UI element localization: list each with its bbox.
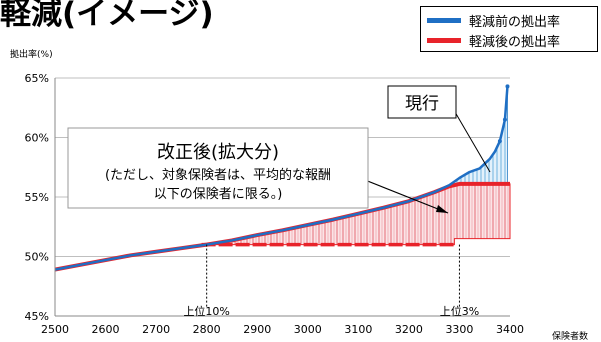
series-point-before [502,117,507,122]
expansion-note-line2: 以下の保険者に限る。) [154,187,283,202]
y-tick-label-55: 55% [25,191,49,204]
series-line-before [54,86,509,271]
legend-item-after: 軽減後の拠出率 [427,31,561,50]
y-tick-label-50: 50% [25,251,49,264]
x-tick-label-2800: 2800 [193,323,221,336]
page-title: 軽減(イメージ) [0,0,214,32]
current-area [448,86,508,186]
legend-swatch-before [427,17,461,23]
x-tick-label-2500: 2500 [41,323,69,336]
legend-item-before: 軽減前の拠出率 [427,11,561,30]
marker-label-0: 上位10% [183,304,229,318]
x-tick-label-2700: 2700 [142,323,170,336]
series-point-before [505,84,510,89]
x-tick-label-3100: 3100 [344,323,372,336]
y-tick-label-45: 45% [25,310,49,323]
legend-swatch-after [427,37,461,43]
marker-label-1: 上位3% [440,304,479,318]
y-axis-label: 拠出率(%) [10,48,53,60]
current-callout: 現行 [387,85,491,173]
x-tick-label-3300: 3300 [445,323,473,336]
chart-legend: 軽減前の拠出率 軽減後の拠出率 [420,6,598,52]
y-tick-label-65: 65% [25,72,49,85]
expansion-title: 改正後(拡大分) [157,142,279,163]
legend-label-before: 軽減前の拠出率 [469,14,561,30]
x-axis-label: 保険者数 [552,330,588,342]
x-tick-label-2900: 2900 [243,323,271,336]
expansion-callout: 改正後(拡大分) (ただし、対象保険者は、平均的な報酬 以下の保険者に限る。) [67,127,449,214]
x-tick-label-2600: 2600 [92,323,120,336]
y-tick-label-60: 60% [25,132,49,145]
series-point-before [497,139,502,144]
x-tick-label-3200: 3200 [395,323,423,336]
x-tick-label-3000: 3000 [294,323,322,336]
expansion-note-line1: (ただし、対象保険者は、平均的な報酬 [105,167,331,183]
x-tick-label-3400: 3400 [496,323,524,336]
legend-label-after: 軽減後の拠出率 [469,34,561,50]
current-label: 現行 [405,94,439,114]
